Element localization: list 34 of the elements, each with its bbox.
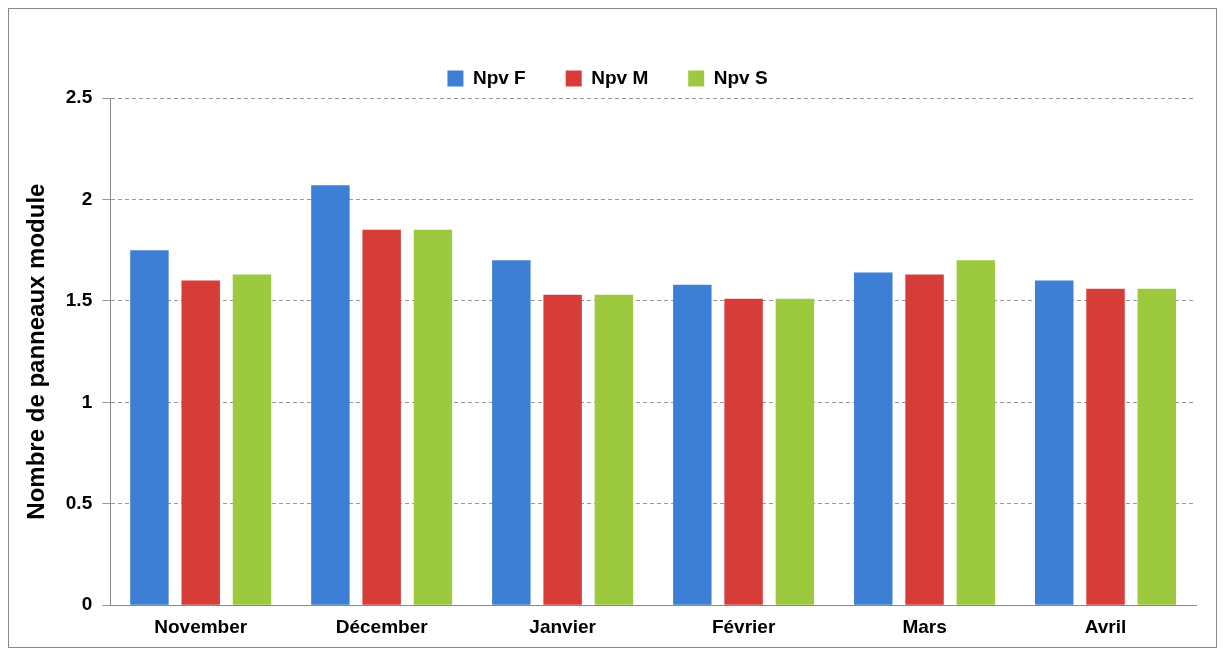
legend-label: Npv S	[713, 66, 768, 88]
y-tick-label: 1.5	[65, 289, 93, 311]
x-tick-label: November	[154, 615, 248, 637]
bar	[413, 229, 453, 605]
bar	[362, 229, 401, 605]
bar	[232, 274, 272, 605]
bar	[956, 260, 996, 605]
bar	[311, 185, 350, 605]
bar	[673, 284, 712, 605]
bar	[594, 294, 634, 605]
legend-label: Npv M	[591, 66, 649, 88]
y-tick-label: 0.5	[65, 491, 93, 513]
y-tick-label: 1	[81, 390, 93, 412]
bar	[1086, 288, 1125, 605]
bar	[1035, 280, 1074, 605]
bar	[492, 260, 531, 605]
y-tick-label: 0	[81, 593, 93, 615]
bar	[854, 272, 893, 605]
bar	[905, 274, 944, 605]
legend-label: Npv F	[472, 66, 526, 88]
x-tick-label: Décember	[335, 615, 429, 637]
y-axis-title: Nombre de panneaux module	[22, 183, 50, 520]
x-tick-label: Janvier	[529, 615, 597, 637]
bar	[130, 250, 169, 605]
y-tick-label: 2.5	[65, 86, 93, 108]
bar	[775, 298, 815, 605]
y-tick-label: 2	[81, 187, 93, 209]
bar	[724, 298, 763, 605]
bar	[181, 280, 220, 605]
bar	[543, 294, 582, 605]
x-tick-label: Avril	[1084, 615, 1127, 637]
x-tick-label: Février	[711, 615, 776, 637]
bar	[1137, 288, 1177, 605]
x-tick-label: Mars	[902, 615, 947, 637]
